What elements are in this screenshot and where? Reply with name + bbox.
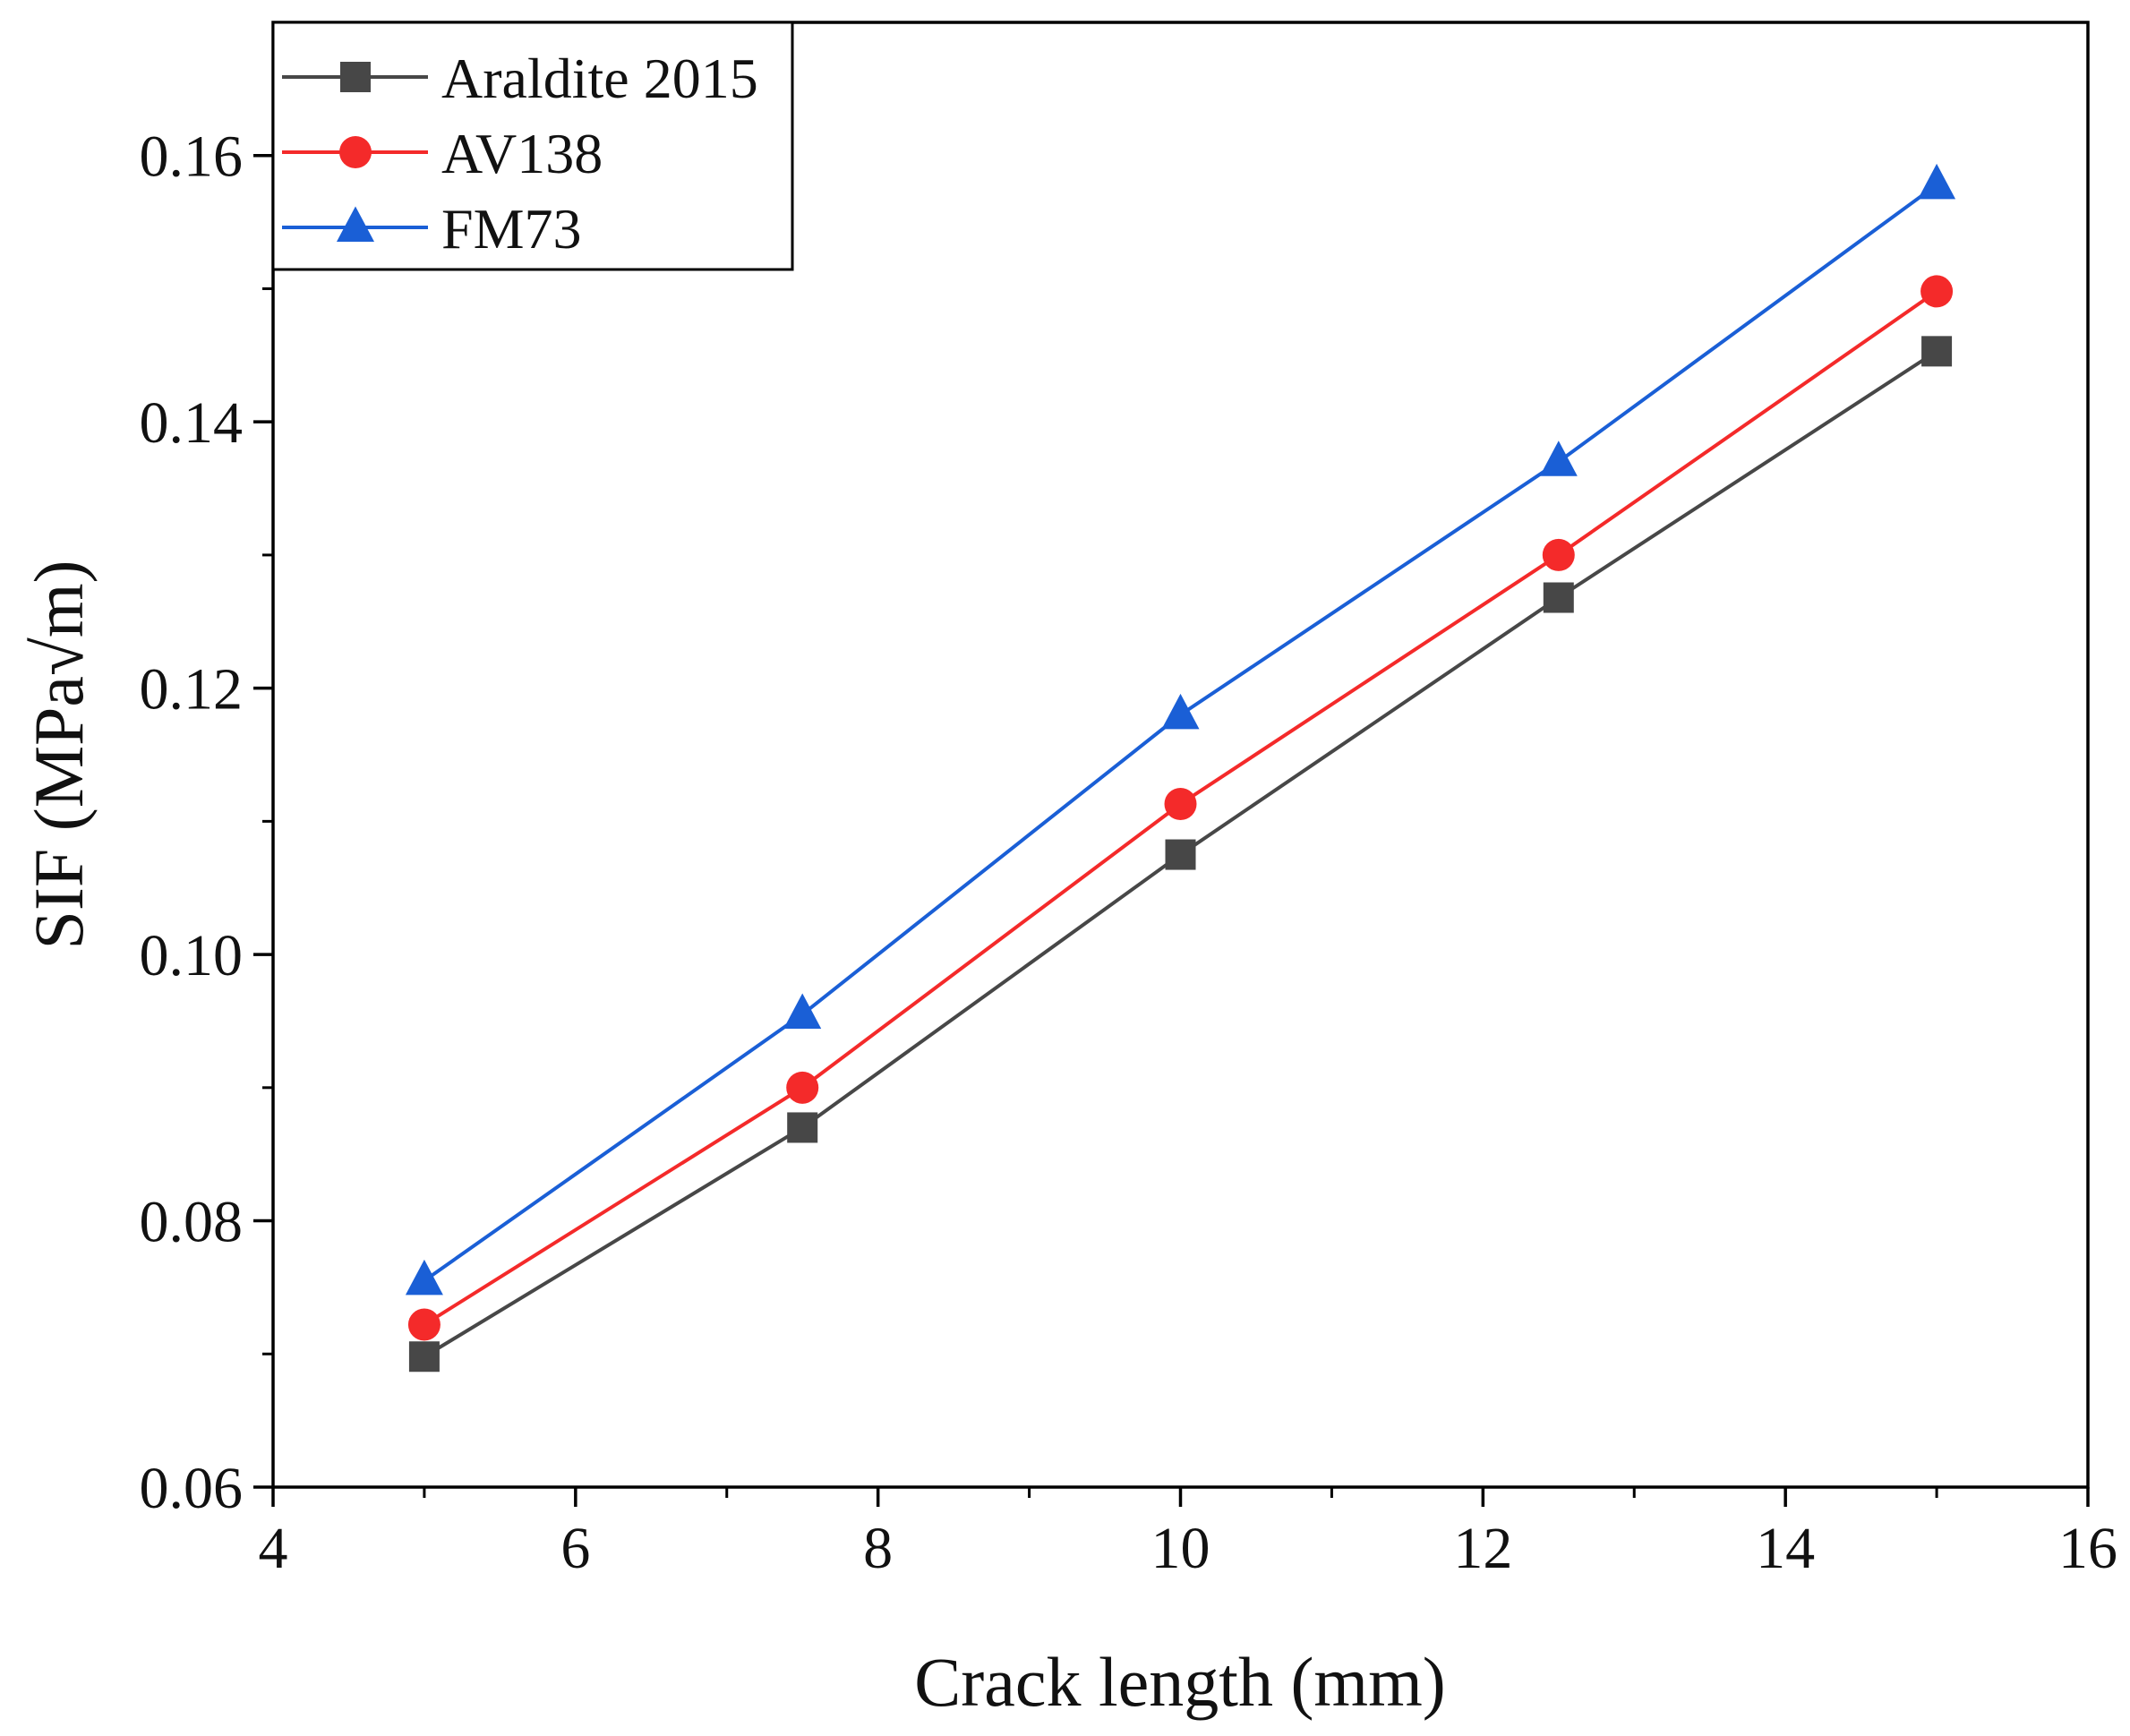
y-tick-label: 0.08	[140, 1190, 244, 1255]
data-point-fm73	[1918, 163, 1956, 200]
axis-ticks	[253, 153, 2090, 1507]
data-point-araldite-2015	[1543, 582, 1574, 613]
legend: Araldite 2015 AV138 FM73	[271, 21, 794, 271]
data-point-av138	[1164, 788, 1197, 821]
legend-entry-fm73: FM73	[282, 197, 582, 261]
legend-marker-araldite-2015	[340, 62, 371, 92]
data-point-fm73	[1539, 440, 1578, 476]
x-tick-label: 6	[560, 1516, 590, 1581]
data-point-fm73	[1161, 693, 1200, 730]
legend-marker-av138	[339, 136, 372, 168]
data-point-araldite-2015	[1165, 839, 1196, 870]
legend-items: Araldite 2015 AV138 FM73	[282, 47, 758, 261]
data-point-araldite-2015	[1921, 336, 1953, 367]
y-tick-label: 0.16	[140, 124, 244, 190]
y-tick-label: 0.10	[140, 923, 244, 988]
data-point-fm73	[405, 1259, 443, 1296]
legend-entry-araldite-2015: Araldite 2015	[282, 47, 758, 110]
data-series	[405, 163, 1956, 1373]
x-tick-label: 14	[1756, 1516, 1815, 1581]
x-tick-label: 12	[1453, 1516, 1512, 1581]
data-point-araldite-2015	[787, 1112, 818, 1143]
data-point-araldite-2015	[408, 1341, 440, 1373]
data-point-av138	[1920, 275, 1954, 308]
legend-label-araldite-2015: Araldite 2015	[441, 47, 758, 110]
legend-label-av138: AV138	[441, 122, 603, 185]
data-point-fm73	[783, 993, 822, 1029]
legend-entry-av138: AV138	[282, 122, 603, 185]
plot-frame	[271, 21, 2090, 1489]
x-axis-title: Crack length (mm)	[914, 1643, 1446, 1721]
y-tick-label: 0.12	[140, 657, 244, 723]
x-tick-label: 10	[1151, 1516, 1210, 1581]
x-tick-label: 8	[863, 1516, 893, 1581]
tick-labels: 4 6 8 10 12 14 16 0.06 0.08 0.10 0.12 0.14 0.16	[140, 124, 2118, 1581]
x-tick-label: 4	[259, 1516, 288, 1581]
legend-label-fm73: FM73	[441, 197, 582, 261]
legend-marker-fm73	[337, 206, 374, 242]
series-av138	[407, 275, 1954, 1341]
series-fm73	[405, 163, 1956, 1296]
data-point-av138	[407, 1308, 441, 1341]
data-point-av138	[786, 1071, 819, 1104]
x-tick-label: 16	[2058, 1516, 2117, 1581]
data-point-av138	[1542, 538, 1575, 571]
y-tick-label: 0.06	[140, 1456, 244, 1521]
y-tick-label: 0.14	[140, 390, 244, 456]
y-axis-title: SIF (MPa√m)	[20, 560, 98, 949]
series-araldite-2015	[408, 336, 1953, 1373]
